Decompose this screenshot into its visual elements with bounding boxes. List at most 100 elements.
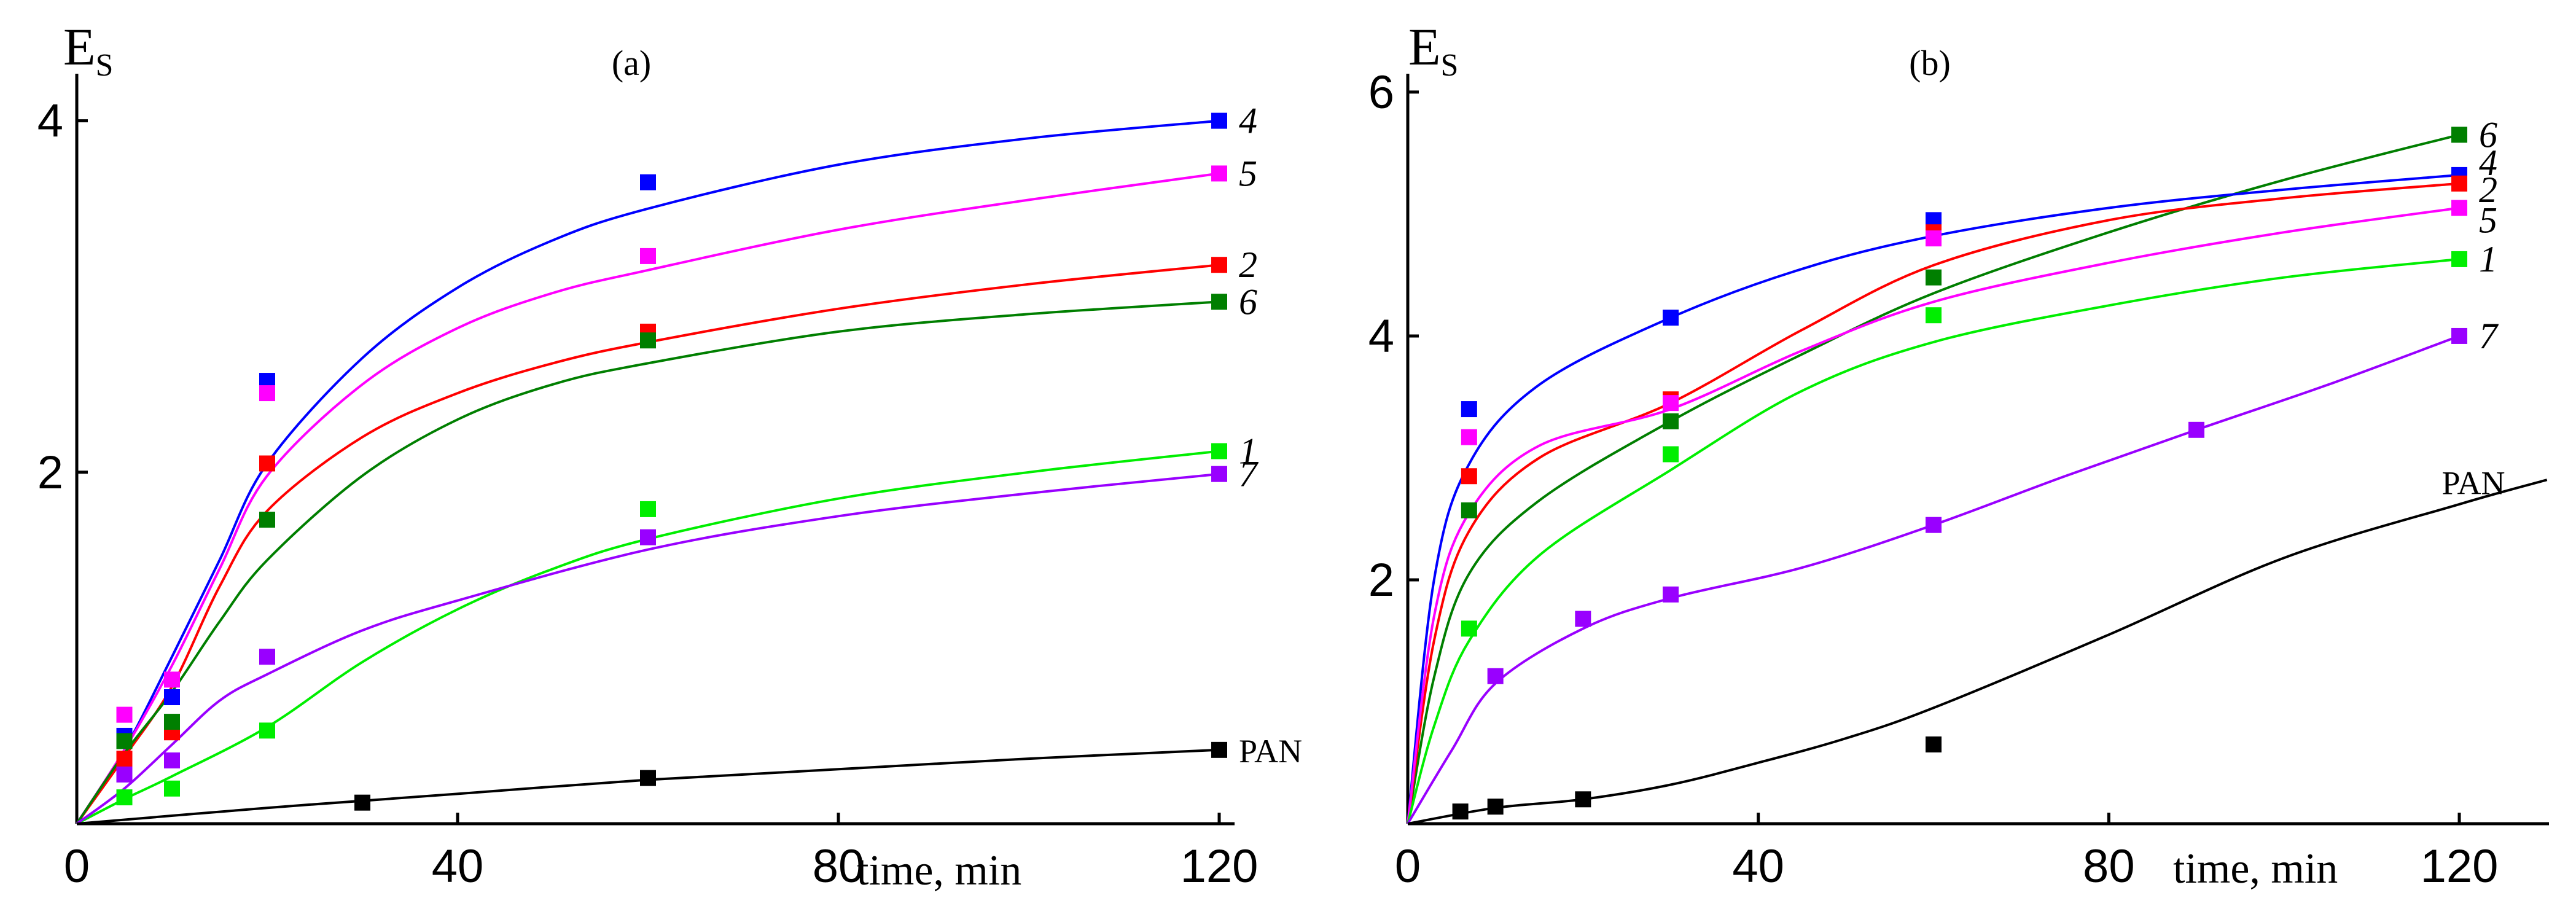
data-point-4 xyxy=(1663,310,1679,326)
panel-b-curves xyxy=(1407,133,2548,825)
data-point-4 xyxy=(1211,112,1227,129)
series-curve-4 xyxy=(1407,173,2460,824)
data-point-6 xyxy=(1461,502,1477,518)
y-tick-label: 4 xyxy=(37,95,63,147)
series-curve-pan xyxy=(76,748,1220,825)
x-tick-label: 0 xyxy=(64,840,90,893)
series-label-5: 5 xyxy=(2479,200,2497,241)
y-tick-label: 4 xyxy=(1368,310,1394,362)
x-tick-label: 80 xyxy=(813,840,865,893)
data-point-4 xyxy=(640,174,656,190)
panel-a-curves xyxy=(76,119,1220,825)
series-curve-2 xyxy=(1407,182,2460,824)
series-curve-6 xyxy=(1407,133,2460,824)
data-point-5 xyxy=(1461,429,1477,445)
panel-b-y-label-main: E xyxy=(1408,17,1441,76)
series-label-2: 2 xyxy=(2479,170,2497,210)
data-point-7 xyxy=(164,752,180,769)
x-tick-label: 80 xyxy=(2083,840,2135,893)
data-point-6 xyxy=(640,332,656,349)
series-label-2: 2 xyxy=(1239,244,1257,285)
data-point-2 xyxy=(1461,468,1477,485)
panel-b-markers xyxy=(1452,127,2467,820)
panel-a-series-labels: 4 5 26 17 PAN xyxy=(1239,101,1302,770)
x-tick-label: 40 xyxy=(432,840,484,893)
y-tick-label: 2 xyxy=(1368,554,1394,606)
data-point-6 xyxy=(1926,269,1942,286)
series-curve-7 xyxy=(76,472,1220,825)
data-point-pan xyxy=(354,794,370,811)
data-point-6 xyxy=(164,714,180,730)
series-curve-4 xyxy=(76,119,1220,825)
panel-a-y-label: ES xyxy=(63,17,113,83)
data-point-5 xyxy=(116,706,133,723)
y-tick-label: 2 xyxy=(37,447,63,499)
series-curve-5 xyxy=(76,172,1220,825)
data-point-7 xyxy=(2188,421,2204,438)
data-point-4 xyxy=(1461,401,1477,418)
series-label-6: 6 xyxy=(1239,281,1257,322)
data-point-7 xyxy=(1663,586,1679,603)
panel-b-y-label: ES xyxy=(1408,17,1458,83)
data-point-6 xyxy=(1663,413,1679,429)
x-tick-label: 120 xyxy=(1181,840,1259,893)
series-curve-6 xyxy=(76,300,1220,825)
data-point-1 xyxy=(1926,307,1942,324)
panel-a-markers xyxy=(116,112,1227,811)
x-tick-label: 40 xyxy=(1732,840,1784,893)
data-point-pan xyxy=(1926,736,1942,752)
data-point-7 xyxy=(1926,517,1942,533)
panel-b-x-label: time, min xyxy=(2173,845,2338,893)
data-point-5 xyxy=(640,248,656,264)
data-point-2 xyxy=(2451,175,2467,192)
data-point-1 xyxy=(1461,620,1477,637)
data-point-7 xyxy=(2451,327,2467,344)
data-point-1 xyxy=(2451,251,2467,267)
series-curve-5 xyxy=(1407,206,2460,824)
data-point-pan xyxy=(1575,791,1591,808)
panel-a-label: (a) xyxy=(612,43,651,83)
data-point-5 xyxy=(1663,395,1679,412)
series-label-4: 4 xyxy=(1239,101,1257,141)
data-point-6 xyxy=(2451,127,2467,143)
data-point-pan xyxy=(640,770,656,786)
data-point-pan xyxy=(1452,803,1469,820)
data-point-2 xyxy=(259,455,275,472)
series-curve-1 xyxy=(1407,257,2460,824)
data-point-5 xyxy=(2451,200,2467,216)
panel-b-label: (b) xyxy=(1909,43,1951,83)
data-point-6 xyxy=(1211,294,1227,310)
data-point-6 xyxy=(116,733,133,749)
series-label-7: 7 xyxy=(2479,316,2499,356)
panel-a-y-label-sub: S xyxy=(96,48,114,83)
data-point-2 xyxy=(1211,257,1227,273)
data-point-pan xyxy=(1487,799,1504,815)
data-point-1 xyxy=(1211,443,1227,459)
data-point-5 xyxy=(164,671,180,688)
series-label-6: 6 xyxy=(2479,114,2497,155)
data-point-1 xyxy=(640,501,656,517)
series-label-1: 1 xyxy=(1239,431,1257,471)
data-point-pan xyxy=(1211,741,1227,758)
data-point-7 xyxy=(640,529,656,545)
x-tick-label: 120 xyxy=(2421,840,2499,893)
y-tick-label: 6 xyxy=(1368,66,1394,119)
series-curve-pan xyxy=(1407,478,2548,825)
series-label-pan: PAN xyxy=(1239,733,1302,770)
data-point-7 xyxy=(259,649,275,665)
data-point-5 xyxy=(1211,165,1227,182)
panel-a-x-label: time, min xyxy=(857,847,1021,894)
data-point-7 xyxy=(1211,466,1227,482)
series-label-5: 5 xyxy=(1239,153,1257,193)
x-tick-label: 0 xyxy=(1395,840,1421,893)
series-label-4: 4 xyxy=(2479,143,2497,183)
data-point-2 xyxy=(116,751,133,767)
data-point-7 xyxy=(1575,611,1591,627)
data-point-1 xyxy=(259,722,275,739)
data-point-1 xyxy=(164,780,180,797)
data-point-1 xyxy=(1663,446,1679,463)
